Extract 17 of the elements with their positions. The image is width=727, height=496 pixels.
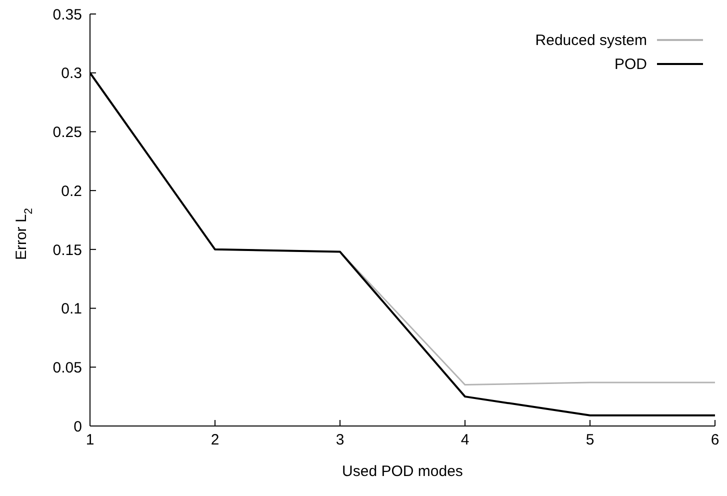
legend-label: POD — [614, 56, 647, 72]
y-tick-label: 0.3 — [61, 65, 82, 82]
x-tick-label: 4 — [460, 432, 470, 449]
y-tick-label: 0.15 — [52, 242, 82, 259]
x-tick-label: 2 — [210, 432, 220, 449]
x-tick-label: 5 — [586, 432, 594, 449]
y-tick-label: 0.05 — [52, 359, 82, 376]
y-tick-label: 0.25 — [52, 124, 82, 142]
x-tick-label: 6 — [710, 432, 720, 449]
x-tick-label: 1 — [86, 432, 94, 449]
x-axis-title: Used POD modes — [342, 463, 463, 480]
legend-label: Reduced system — [535, 32, 647, 48]
y-tick-label: 0.1 — [61, 300, 82, 318]
x-tick-label: 3 — [336, 432, 344, 449]
y-tick-label: 0 — [74, 418, 82, 436]
y-tick-label: 0.2 — [61, 182, 82, 200]
y-tick-label: 0.35 — [52, 6, 82, 24]
